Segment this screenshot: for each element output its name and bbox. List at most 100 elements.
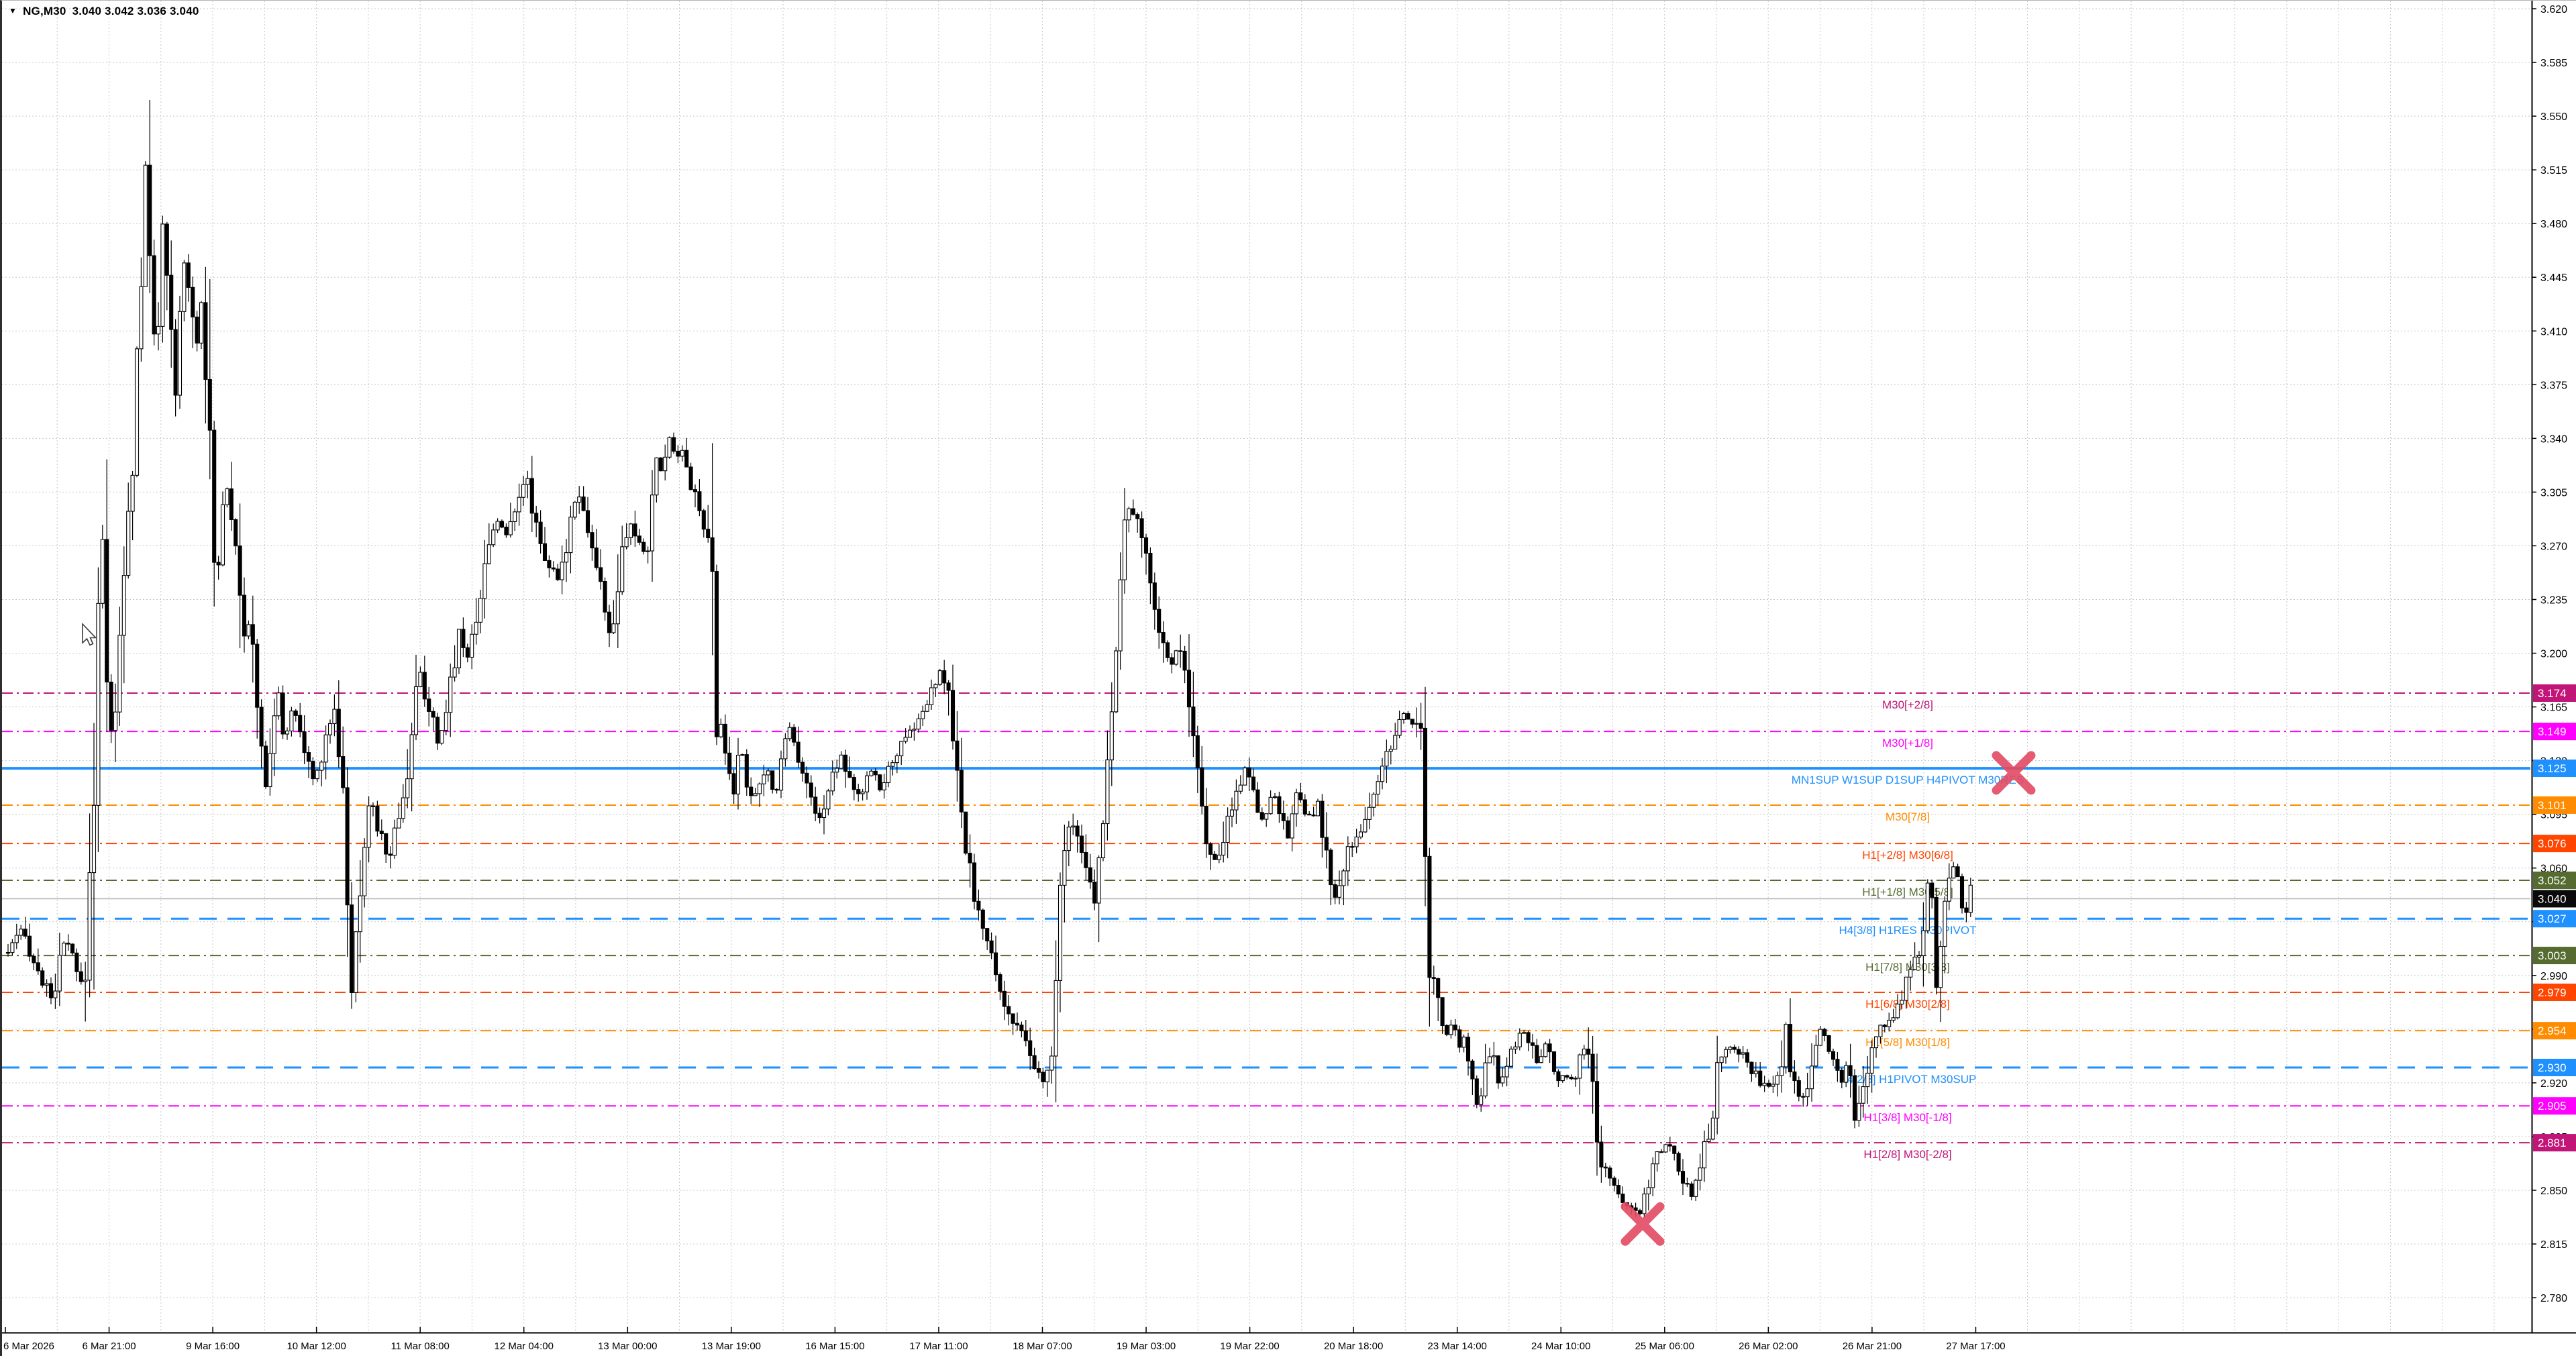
candle-body [1706,1139,1711,1143]
candle-body [1809,1065,1814,1090]
chart-title: ▼ NG,M30 3.040 3.042 3.036 3.040 [9,5,199,18]
candle-body [860,791,865,794]
candle-body [1148,552,1153,584]
candle-body [1243,768,1247,786]
candle-body [800,762,805,774]
candle-body [263,745,268,788]
candle-body [1071,825,1076,828]
candle-body [684,450,689,468]
candle-body [48,983,54,998]
candle-body [882,782,886,790]
candle-body [1968,884,1973,913]
time-tick-label: 6 Mar 2026 [3,1341,54,1352]
candle-body [615,591,620,625]
candle-body [156,325,161,335]
pivot-level-label: H1[6/8] M30[2/8] [1865,998,1950,1010]
candle-body [207,378,212,431]
candle-body [1788,1024,1793,1073]
candle-body [405,778,410,798]
candle-body [989,940,994,953]
candle-body [658,457,663,472]
candle-body [1573,1078,1578,1080]
candle-body [148,164,152,256]
candle-body [1461,1037,1466,1048]
candle-body [1401,713,1406,720]
candle-body [1294,792,1299,815]
candle-body [628,523,633,538]
candle-body [70,943,75,953]
price-level-badge-text: 2.881 [2538,1137,2567,1149]
candle-body [878,774,882,790]
time-axis-bg[interactable] [2,1333,2576,1356]
candle-body [813,796,818,814]
price-level-badge-text: 3.027 [2538,912,2567,925]
candle-body [1449,1025,1453,1035]
candle-body [1646,1187,1651,1195]
candle-body [744,754,749,788]
candle-body [448,676,453,713]
candle-body [1191,707,1196,737]
candle-body [1878,1025,1883,1037]
time-tick-label: 19 Mar 03:00 [1117,1341,1176,1352]
candle-body [1908,969,1913,978]
candle-body [796,741,801,763]
candle-body [1075,825,1080,837]
candle-body [499,521,505,528]
price-tick-label: 3.305 [2540,487,2567,499]
candle-body [470,633,474,658]
candle-body [341,756,346,788]
candle-body [366,805,371,848]
candle-body [19,929,23,936]
candle-body [1388,748,1393,752]
price-tick-label: 3.550 [2540,111,2567,123]
candle-body [1015,1023,1020,1026]
symbol-dropdown-icon[interactable]: ▼ [9,6,17,15]
candle-body [852,777,856,790]
price-axis-bg[interactable] [2532,1,2576,1356]
candle-body [276,692,281,717]
candle-body [1165,642,1170,658]
candle-body [36,962,40,972]
cross-mark[interactable] [1620,1202,1665,1246]
candle-body [551,567,556,570]
candle-body [1895,1003,1900,1019]
candle-body [173,329,178,396]
candle-body [1465,1037,1471,1061]
candle-body [1543,1043,1548,1057]
candle-body [1578,1054,1582,1079]
candle-body [216,562,221,566]
cross-mark[interactable] [1992,751,2036,795]
candle-body [1620,1194,1625,1203]
candle-body [1410,719,1414,725]
candle-body [182,262,187,312]
candle-body [1930,882,1935,898]
candle-body [255,643,260,708]
candle-body [482,563,487,599]
candle-body [547,560,552,568]
candle-body [1766,1082,1771,1087]
candle-body [1530,1042,1535,1046]
candle-body [1728,1047,1733,1050]
candle-body [1792,1072,1797,1082]
candle-body [1217,854,1221,860]
candle-body [1831,1051,1836,1060]
candle-body [1139,518,1144,538]
candle-body [199,302,204,344]
candle-body [1127,508,1131,521]
candle-body [203,302,208,380]
candle-body [491,529,496,545]
price-level-badge-text: 3.174 [2538,687,2567,700]
candle-body [1560,1075,1565,1082]
candle-body [1036,1068,1041,1073]
candle-body [1122,519,1127,580]
price-tick-label: 3.340 [2540,433,2567,445]
candle-body [1835,1059,1840,1071]
candle-body [1775,1075,1780,1085]
candle-body [1049,1055,1054,1071]
candle-body [1508,1049,1514,1067]
candle-body [1100,823,1106,859]
price-tick-label: 2.990 [2540,971,2567,982]
candle-body [603,581,607,613]
